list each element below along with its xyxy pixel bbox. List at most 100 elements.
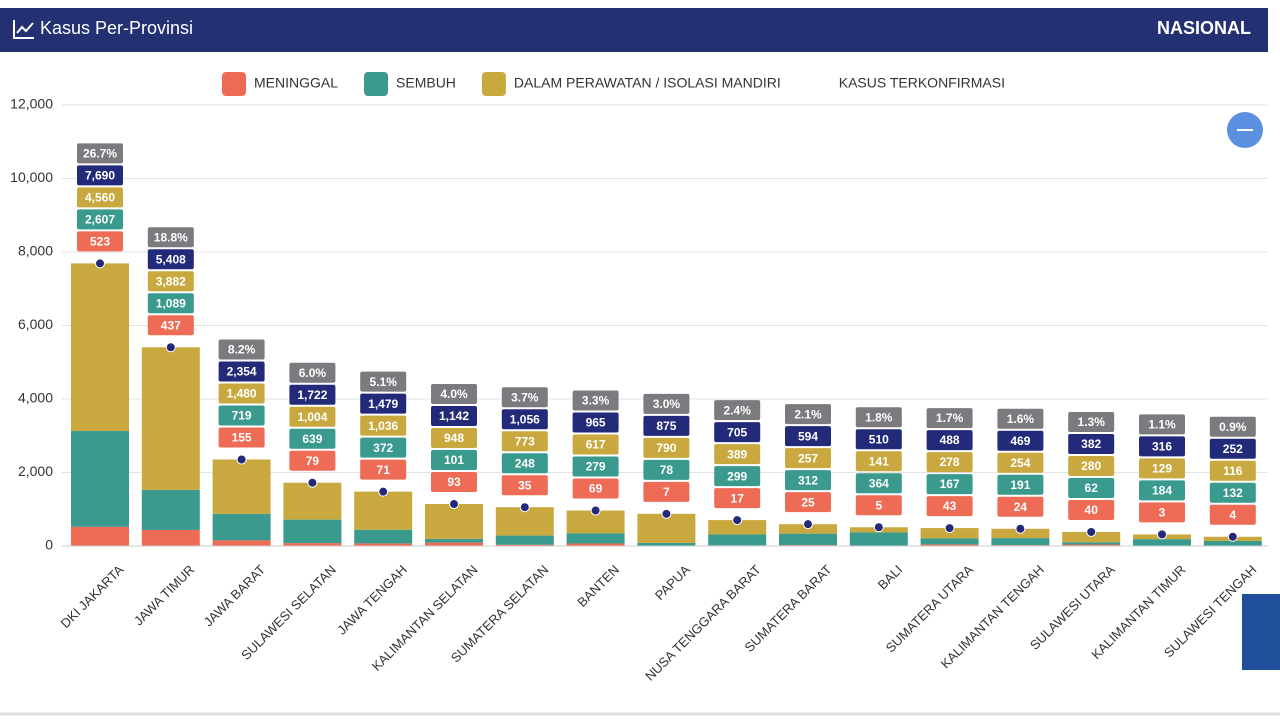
bar-segment bbox=[283, 543, 342, 546]
label-box bbox=[218, 339, 265, 360]
bar-segment bbox=[212, 459, 271, 514]
data-label: 1,480 bbox=[227, 387, 257, 401]
data-label: 2,354 bbox=[227, 365, 257, 379]
label-box bbox=[572, 478, 619, 499]
label-box bbox=[289, 450, 336, 471]
confirmed-dot bbox=[873, 522, 884, 533]
legend-label[interactable]: KASUS TERKONFIRMASI bbox=[839, 75, 1005, 91]
bar-segment bbox=[495, 535, 554, 545]
label-box bbox=[643, 393, 690, 414]
assistant-panel[interactable] bbox=[1242, 594, 1280, 670]
bar-segment bbox=[425, 542, 483, 546]
bar-segment bbox=[425, 538, 483, 543]
data-label: 5 bbox=[875, 498, 882, 512]
label-box bbox=[1139, 414, 1185, 435]
y-tick-label: 6,000 bbox=[18, 316, 53, 332]
data-label: 8.2% bbox=[228, 343, 256, 357]
label-box bbox=[289, 362, 336, 383]
label-box bbox=[431, 472, 477, 493]
bar-segment bbox=[566, 533, 625, 544]
scope-label[interactable]: NASIONAL bbox=[1157, 18, 1251, 38]
label-box bbox=[855, 407, 902, 428]
bar-segment bbox=[920, 538, 979, 545]
bar-segment bbox=[354, 543, 413, 546]
confirmed-dot bbox=[519, 502, 530, 513]
data-label: 316 bbox=[1152, 440, 1172, 454]
label-box bbox=[431, 384, 477, 405]
label-box bbox=[785, 404, 831, 425]
legend-label[interactable]: MENINGGAL bbox=[254, 75, 338, 91]
data-label: 790 bbox=[656, 441, 676, 455]
data-label: 299 bbox=[727, 469, 747, 483]
data-label: 510 bbox=[869, 432, 889, 446]
data-label: 191 bbox=[1010, 478, 1030, 492]
data-label: 7,690 bbox=[85, 169, 115, 183]
confirmed-dot bbox=[1015, 523, 1026, 534]
bar-segment bbox=[566, 510, 625, 534]
data-label: 252 bbox=[1223, 442, 1243, 456]
label-box bbox=[218, 361, 265, 382]
x-tick-label: JAWA TIMUR bbox=[131, 562, 197, 628]
confirmed-dot bbox=[1157, 529, 1167, 540]
data-label: 617 bbox=[586, 438, 606, 452]
data-label: 1,479 bbox=[368, 397, 398, 411]
data-label: 382 bbox=[1081, 437, 1101, 451]
label-box bbox=[1209, 416, 1256, 437]
legend-label[interactable]: SEMBUH bbox=[396, 75, 456, 91]
data-label: 155 bbox=[232, 431, 252, 445]
data-label: 4 bbox=[1229, 508, 1236, 522]
label-box bbox=[926, 474, 973, 495]
data-label: 364 bbox=[869, 476, 889, 490]
x-tick-label: NUSA TENGGARA BARAT bbox=[642, 562, 764, 684]
bar-segment bbox=[920, 544, 979, 546]
bar-segment bbox=[708, 520, 767, 535]
label-box bbox=[855, 473, 902, 494]
label-box bbox=[643, 459, 690, 480]
bar-segment bbox=[212, 540, 271, 546]
data-label: 7 bbox=[663, 485, 670, 499]
data-label: 1.6% bbox=[1007, 412, 1035, 426]
data-label: 116 bbox=[1223, 464, 1243, 478]
data-label: 1.8% bbox=[865, 410, 893, 424]
label-box bbox=[1068, 455, 1115, 476]
bar-segment bbox=[1203, 541, 1262, 546]
bar-segment bbox=[991, 538, 1050, 546]
confirmed-dot bbox=[449, 499, 459, 510]
bar-segment bbox=[354, 491, 413, 530]
label-box bbox=[997, 474, 1044, 495]
data-label: 3.3% bbox=[582, 394, 610, 408]
bar-segment bbox=[637, 542, 696, 546]
data-label: 0.9% bbox=[1219, 420, 1247, 434]
label-box bbox=[1068, 411, 1115, 432]
bar-segment bbox=[354, 529, 413, 544]
data-label: 469 bbox=[1010, 434, 1030, 448]
confirmed-dot bbox=[661, 508, 672, 519]
data-label: 71 bbox=[377, 463, 391, 477]
label-box bbox=[147, 293, 194, 314]
x-tick-label: JAWA TENGAH bbox=[334, 562, 410, 638]
label-box bbox=[855, 429, 902, 450]
data-label: 639 bbox=[302, 432, 322, 446]
label-box bbox=[1139, 480, 1185, 501]
data-label: 1,722 bbox=[297, 388, 327, 402]
label-box bbox=[289, 406, 336, 427]
data-label: 40 bbox=[1085, 503, 1099, 517]
confirmed-dot bbox=[1086, 526, 1097, 537]
data-label: 132 bbox=[1223, 486, 1243, 500]
x-tick-label: BANTEN bbox=[574, 562, 622, 610]
confirmed-dot bbox=[944, 523, 955, 534]
label-box bbox=[1139, 436, 1185, 457]
label-box bbox=[77, 231, 123, 252]
label-box bbox=[643, 481, 690, 502]
label-box bbox=[360, 393, 407, 414]
data-label: 523 bbox=[90, 235, 110, 249]
data-label: 279 bbox=[586, 460, 606, 474]
data-label: 62 bbox=[1085, 481, 1099, 495]
label-box bbox=[1209, 504, 1256, 525]
data-label: 4,560 bbox=[85, 191, 115, 205]
label-box bbox=[855, 451, 902, 472]
legend-label[interactable]: DALAM PERAWATAN / ISOLASI MANDIRI bbox=[514, 75, 781, 91]
zoom-out-button[interactable] bbox=[1227, 112, 1263, 148]
label-box bbox=[572, 412, 619, 433]
label-box bbox=[431, 428, 477, 449]
